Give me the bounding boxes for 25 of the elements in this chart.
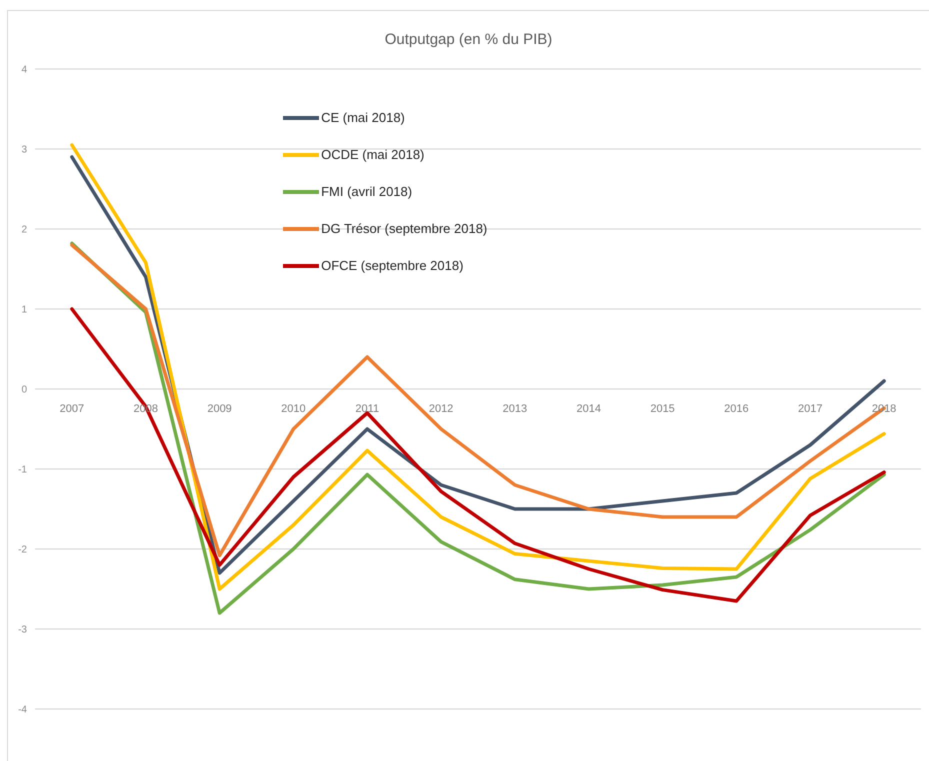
y-tick-label: -4 (18, 704, 28, 716)
chart-title: Outputgap (en % du PIB) (384, 31, 554, 48)
x-tick-label: 2015 (650, 403, 675, 415)
y-tick-label: -3 (18, 624, 28, 636)
x-tick-label: 2012 (428, 403, 454, 415)
legend-label: OFCE (septembre 2018) (321, 258, 464, 273)
y-tick-label: -1 (18, 464, 28, 476)
x-tick-label: 2017 (798, 403, 822, 415)
y-tick-label: 3 (21, 144, 28, 156)
x-tick-label: 2016 (724, 403, 749, 415)
y-tick-label: 4 (21, 64, 28, 76)
legend-label: CE (mai 2018) (321, 110, 405, 125)
x-tick-label: 2009 (207, 403, 232, 415)
y-tick-label: 0 (21, 384, 28, 396)
x-tick-label: 2014 (576, 403, 601, 415)
legend-label: OCDE (mai 2018) (321, 147, 424, 162)
x-tick-label: 2010 (281, 403, 306, 415)
y-tick-label: 1 (21, 304, 28, 316)
x-tick-label: 2011 (355, 403, 380, 415)
y-tick-label: 2 (21, 224, 28, 236)
y-tick-label: -2 (18, 544, 28, 556)
legend-label: FMI (avril 2018) (321, 184, 412, 199)
legend-label: DG Trésor (septembre 2018) (321, 221, 488, 236)
x-tick-label: 2007 (60, 403, 84, 415)
x-tick-label: 2013 (502, 403, 528, 415)
